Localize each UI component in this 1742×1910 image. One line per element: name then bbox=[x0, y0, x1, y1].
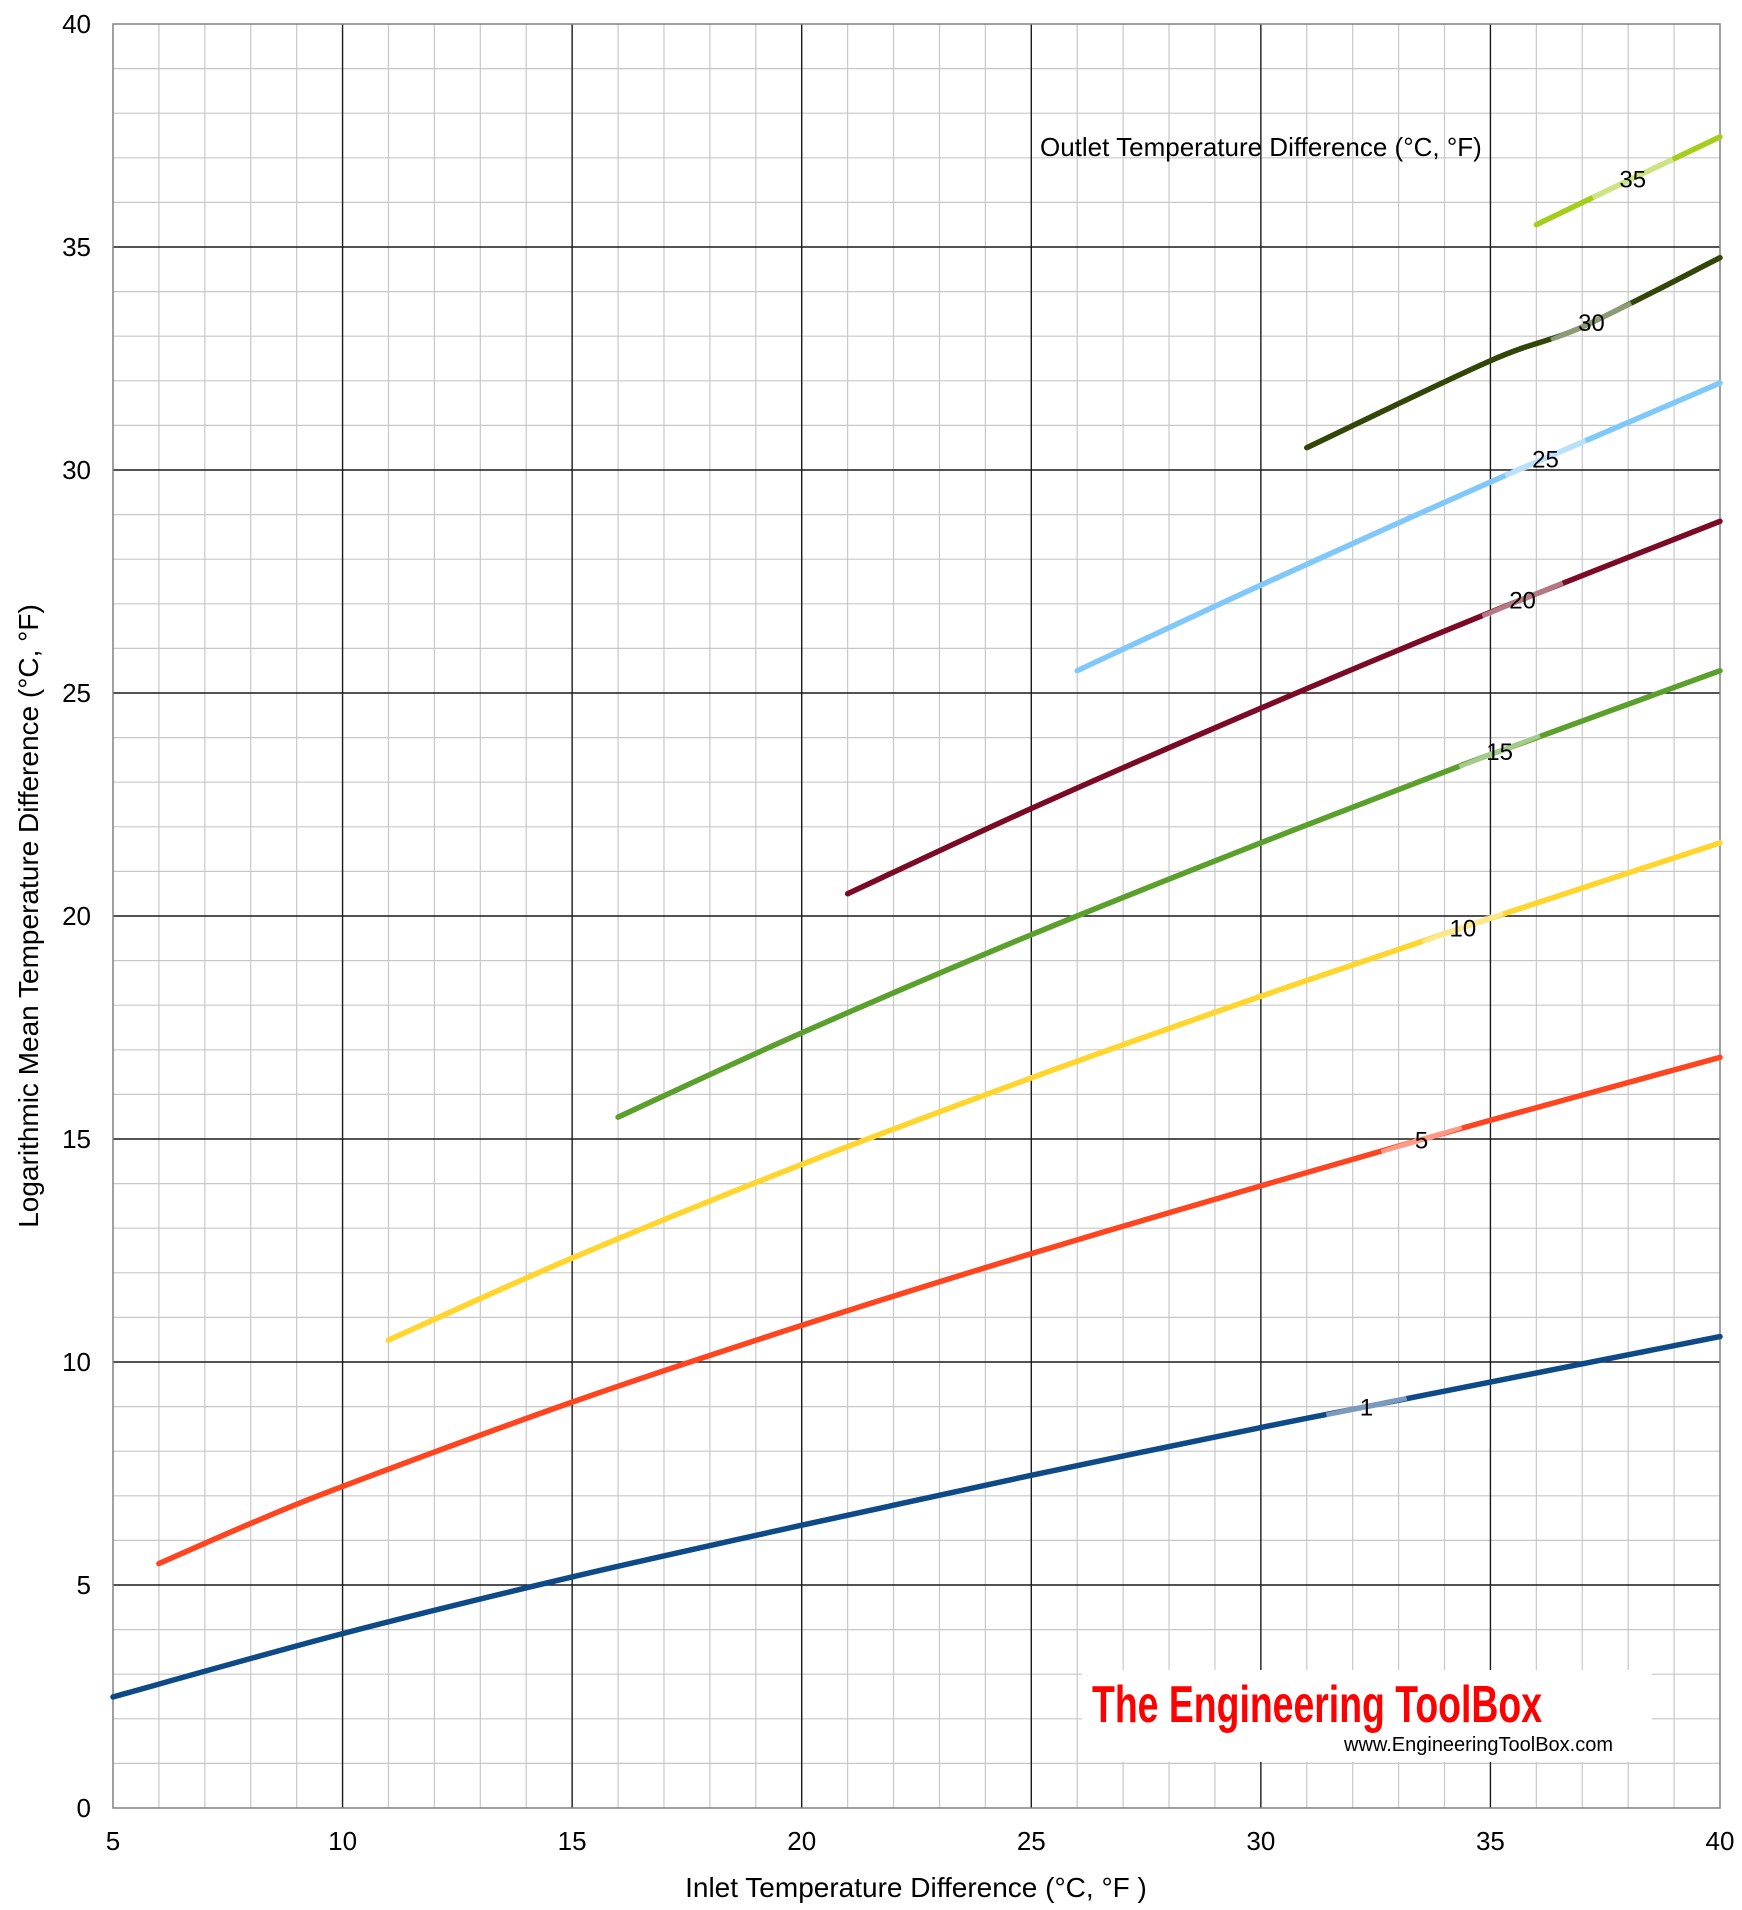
y-tick-label: 5 bbox=[77, 1570, 91, 1600]
y-tick-label: 35 bbox=[62, 232, 91, 262]
series-label-highlight-30 bbox=[1550, 301, 1633, 344]
major-grid bbox=[113, 24, 1720, 1808]
watermark-name: The Engineering ToolBox bbox=[1092, 1676, 1542, 1734]
legend-title: Outlet Temperature Difference (°C, °F) bbox=[1040, 132, 1482, 162]
series-line-1 bbox=[110, 1333, 1723, 1700]
series-group bbox=[110, 134, 1723, 1700]
x-tick-label: 20 bbox=[787, 1826, 816, 1856]
series-label-15: 15 bbox=[1486, 739, 1513, 766]
series-label-35: 35 bbox=[1619, 166, 1646, 193]
y-tick-label: 25 bbox=[62, 678, 91, 708]
y-tick-label: 30 bbox=[62, 455, 91, 485]
series-label-10: 10 bbox=[1450, 916, 1477, 943]
series-line-25 bbox=[1074, 380, 1723, 674]
series-label-1: 1 bbox=[1360, 1395, 1373, 1422]
x-tick-label: 40 bbox=[1706, 1826, 1735, 1856]
series-label-highlight-20 bbox=[1481, 579, 1564, 620]
y-tick-labels: 0 5 10 15 20 25 30 35 40 bbox=[62, 9, 91, 1823]
series-label-highlight-1 bbox=[1325, 1394, 1408, 1419]
series-label-highlight-15 bbox=[1458, 732, 1541, 771]
y-tick-label: 20 bbox=[62, 901, 91, 931]
y-tick-label: 0 bbox=[77, 1793, 91, 1823]
watermark-background bbox=[1082, 1670, 1652, 1762]
series-line-30 bbox=[1304, 254, 1723, 451]
x-tick-label: 15 bbox=[558, 1826, 587, 1856]
watermark: The Engineering ToolBox www.EngineeringT… bbox=[1082, 1670, 1652, 1762]
y-tick-label: 40 bbox=[62, 9, 91, 39]
y-tick-label: 10 bbox=[62, 1347, 91, 1377]
series-line-35 bbox=[1533, 134, 1723, 228]
x-axis-title: Inlet Temperature Difference (°C, °F ) bbox=[685, 1872, 1147, 1903]
x-tick-labels: 5 10 15 20 25 30 35 40 bbox=[106, 1826, 1735, 1856]
series-line-10 bbox=[385, 840, 1723, 1343]
series-line-15 bbox=[615, 667, 1723, 1120]
series-label-5: 5 bbox=[1415, 1128, 1428, 1155]
x-tick-label: 30 bbox=[1246, 1826, 1275, 1856]
series-line-20 bbox=[844, 518, 1723, 897]
series-label-30: 30 bbox=[1578, 310, 1605, 337]
watermark-url: www.EngineeringToolBox.com bbox=[1343, 1734, 1613, 1756]
series-label-highlight-35 bbox=[1591, 156, 1675, 201]
series-label-highlight-25 bbox=[1504, 437, 1587, 479]
series-label-highlight-10 bbox=[1421, 909, 1504, 946]
y-axis-title: Logarithmic Mean Temperature Difference … bbox=[13, 604, 44, 1228]
plot-frame bbox=[112, 23, 1721, 1809]
x-tick-label: 5 bbox=[106, 1826, 120, 1856]
series-label-25: 25 bbox=[1532, 446, 1559, 473]
series-label-20: 20 bbox=[1509, 588, 1536, 615]
x-tick-label: 10 bbox=[328, 1826, 357, 1856]
x-tick-label: 25 bbox=[1017, 1826, 1046, 1856]
y-tick-label: 15 bbox=[62, 1124, 91, 1154]
series-label-highlight-5 bbox=[1380, 1123, 1463, 1156]
x-tick-label: 35 bbox=[1476, 1826, 1505, 1856]
series-line-5 bbox=[156, 1054, 1723, 1567]
